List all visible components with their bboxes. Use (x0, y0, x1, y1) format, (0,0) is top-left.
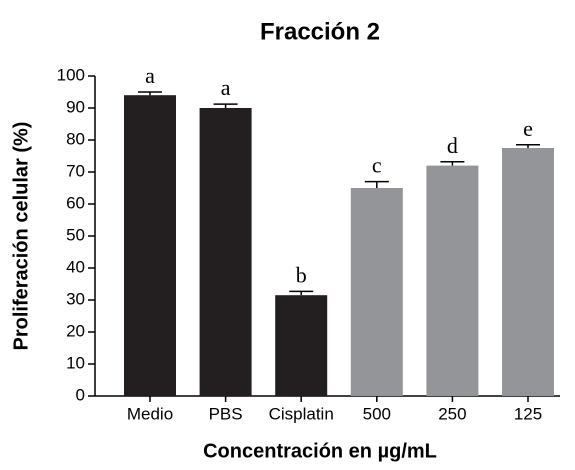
significance-letter: c (372, 153, 382, 178)
y-tick-label: 30 (66, 289, 85, 308)
y-tick-label: 0 (76, 385, 85, 404)
significance-letter: e (523, 116, 533, 141)
error-bar (364, 180, 389, 188)
significance-letter: d (447, 133, 458, 158)
x-tick-label: 125 (514, 404, 542, 423)
error-bar (289, 290, 314, 296)
error-bar (213, 103, 238, 108)
y-tick-label: 40 (66, 257, 85, 276)
significance-letter: b (296, 262, 307, 287)
x-tick-label: 250 (438, 404, 466, 423)
error-bar (138, 91, 162, 96)
y-tick-label: 100 (57, 65, 85, 84)
y-tick-label: 90 (66, 97, 85, 116)
error-bar (440, 161, 465, 166)
x-tick-label: 500 (363, 404, 391, 423)
bar (199, 108, 252, 396)
y-tick-label: 60 (66, 193, 85, 212)
x-tick-label: Cisplatin (269, 404, 334, 423)
bar (275, 295, 328, 396)
bar (350, 188, 403, 396)
x-tick-label: Medio (127, 404, 173, 423)
y-tick-label: 50 (66, 225, 85, 244)
y-tick-label: 10 (66, 353, 85, 372)
error-bar (516, 144, 540, 148)
y-tick-label: 20 (66, 321, 85, 340)
y-tick-label: 80 (66, 129, 85, 148)
y-axis-label: Proliferación celular (%) (10, 122, 32, 351)
bar (426, 165, 479, 396)
y-tick-label: 70 (66, 161, 85, 180)
chart-title: Fracción 2 (260, 18, 380, 45)
x-tick-label: PBS (209, 404, 243, 423)
bar (124, 95, 176, 396)
bar (502, 148, 554, 396)
significance-letter: a (145, 63, 155, 88)
x-axis-label: Concentración en µg/mL (203, 440, 437, 462)
significance-letter: a (221, 75, 231, 100)
